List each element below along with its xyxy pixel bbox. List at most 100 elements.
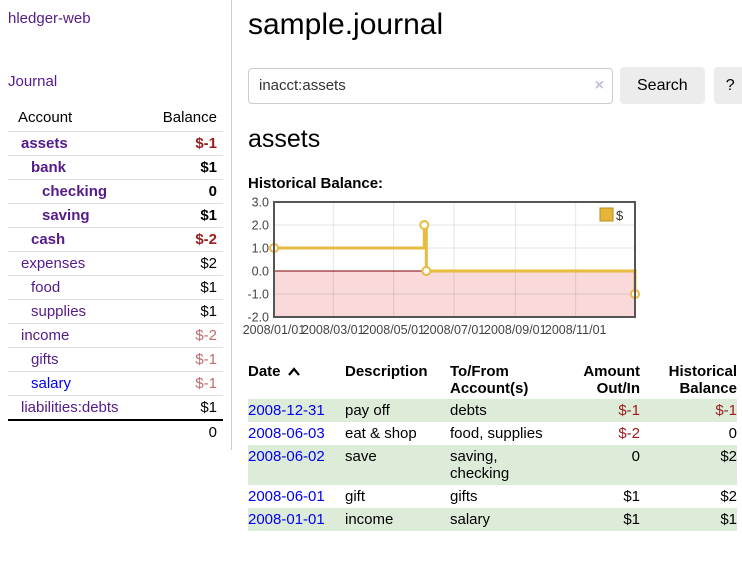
account-row: saving $1 [8, 203, 223, 228]
legend-label: $ [616, 208, 624, 223]
chart-border [273, 201, 636, 318]
negative-zone [274, 271, 635, 317]
account-link[interactable]: salary [31, 375, 72, 392]
accounts-header-row: Account Balance [8, 106, 223, 132]
account-row: gifts $-1 [8, 347, 223, 372]
account-row: food $1 [8, 275, 223, 300]
account-link[interactable]: income [21, 327, 70, 344]
register-body: 2008-12-31 pay off debts $-1 $-1 2008-06-03 ea… [248, 399, 737, 531]
y-tick-label: 1.0 [252, 242, 269, 256]
account-row: cash $-2 [8, 227, 223, 252]
account-balance: $2 [147, 251, 223, 276]
data-point-marker[interactable] [419, 220, 430, 230]
account-row: assets $-1 [8, 131, 223, 156]
transaction-accounts: saving, checking [450, 448, 510, 482]
sidebar: hledger-web Journal Account Balance asse… [0, 0, 232, 450]
account-link[interactable]: expenses [21, 255, 86, 272]
transaction-date-link[interactable]: 2008-06-03 [248, 425, 325, 442]
register-row: 2008-06-01 gift gifts $1 $2 [248, 485, 737, 508]
transaction-amount: $-1 [618, 402, 640, 419]
transaction-amount: 0 [631, 448, 640, 465]
accounts-total-value: 0 [147, 419, 223, 444]
transaction-balance: $1 [720, 511, 737, 528]
accounts-total-row: 0 [8, 419, 223, 444]
x-tick-label: 2008/03/01 [302, 323, 365, 337]
transaction-date-link[interactable]: 2008-06-01 [248, 488, 325, 505]
main-content: sample.journal × Search ? assets Histori… [243, 0, 742, 531]
register-row: 2008-06-02 save saving, checking 0 $2 [248, 445, 737, 485]
account-link[interactable]: supplies [31, 303, 87, 320]
col-header-balance: Historical Balance [668, 363, 737, 397]
transaction-description: gift [345, 488, 366, 505]
register-header-row: Date Description To/From Account(s) Amount … [248, 361, 737, 399]
x-tick-label: 2008/05/01 [362, 323, 425, 337]
clear-search-icon[interactable]: × [594, 76, 604, 94]
account-row: salary $-1 [8, 371, 223, 396]
account-row: income $-2 [8, 323, 223, 348]
account-link[interactable]: bank [31, 159, 67, 176]
transaction-accounts: food, supplies [450, 425, 543, 442]
register-row: 2008-01-01 income salary $1 $1 [248, 508, 737, 531]
account-link[interactable]: saving [42, 207, 90, 224]
transaction-balance: 0 [728, 425, 737, 442]
x-tick-label: 2008/09/01 [484, 323, 547, 337]
y-tick-label: -1.0 [247, 288, 269, 302]
brand-link[interactable]: hledger-web [8, 10, 91, 27]
account-balance: $-1 [147, 347, 223, 372]
transaction-description: income [345, 511, 394, 528]
col-header-date[interactable]: Date [248, 361, 345, 399]
register-row: 2008-06-03 eat & shop food, supplies $-2 0 [248, 422, 737, 445]
sort-ascending-icon [287, 367, 300, 376]
register-row: 2008-12-31 pay off debts $-1 $-1 [248, 399, 737, 422]
col-header-description: Description [345, 363, 428, 380]
page-title: sample.journal [248, 8, 444, 41]
account-row: supplies $1 [8, 299, 223, 324]
account-link[interactable]: liabilities:debts [21, 399, 119, 416]
transaction-date-link[interactable]: 2008-01-01 [248, 511, 325, 528]
transaction-description: save [345, 448, 377, 465]
search-input-wrap: × [248, 67, 613, 104]
nav-journal-link[interactable]: Journal [8, 73, 58, 90]
account-row: checking 0 [8, 179, 223, 204]
col-header-accounts: To/From Account(s) [450, 363, 529, 397]
historical-balance-chart[interactable]: 3.0 2.0 1.0 0.0 -1.0 -2.02008/01/012008/03/01… [243, 196, 742, 339]
account-row: liabilities:debts $1 [8, 395, 223, 420]
accounts-header-balance: Balance [162, 109, 217, 126]
data-point-marker[interactable] [421, 266, 432, 276]
help-button[interactable]: ? [713, 67, 742, 104]
y-tick-label: 2.0 [252, 219, 269, 233]
transaction-date-link[interactable]: 2008-06-02 [248, 448, 325, 465]
account-balance: $1 [147, 155, 223, 180]
transaction-description: pay off [345, 402, 390, 419]
account-link[interactable]: gifts [31, 351, 59, 368]
account-balance: $1 [147, 299, 223, 324]
account-balance: $-2 [147, 323, 223, 348]
transaction-accounts: salary [450, 511, 491, 528]
search-input[interactable] [248, 67, 613, 104]
x-tick-label: 2008/11/01 [545, 323, 607, 337]
register-table: Date Description To/From Account(s) Amount … [248, 361, 737, 531]
y-tick-label: 0.0 [252, 265, 269, 279]
transaction-accounts: gifts [450, 488, 478, 505]
account-link[interactable]: checking [42, 183, 108, 200]
search-button[interactable]: Search [620, 67, 705, 104]
legend-swatch [599, 207, 614, 222]
y-tick-label: -2.0 [247, 311, 269, 325]
account-balance: $1 [147, 395, 223, 420]
account-heading: assets [248, 125, 321, 153]
account-link[interactable]: assets [21, 135, 68, 152]
transaction-date-link[interactable]: 2008-12-31 [248, 402, 325, 419]
account-link[interactable]: cash [31, 231, 66, 248]
account-balance: $1 [147, 275, 223, 300]
chart-title: Historical Balance: [248, 175, 384, 192]
col-header-amount: Amount Out/In [583, 363, 640, 397]
account-row: bank $1 [8, 155, 223, 180]
transaction-amount: $-2 [618, 425, 640, 442]
transaction-amount: $1 [623, 488, 640, 505]
x-tick-label: 2008/07/01 [423, 323, 486, 337]
accounts-table: Account Balance assets $-1 bank $1 checking 0… [8, 106, 223, 444]
transaction-balance: $2 [720, 488, 737, 505]
account-link[interactable]: food [31, 279, 61, 296]
transaction-description: eat & shop [345, 425, 417, 442]
y-tick-label: 3.0 [252, 196, 269, 210]
